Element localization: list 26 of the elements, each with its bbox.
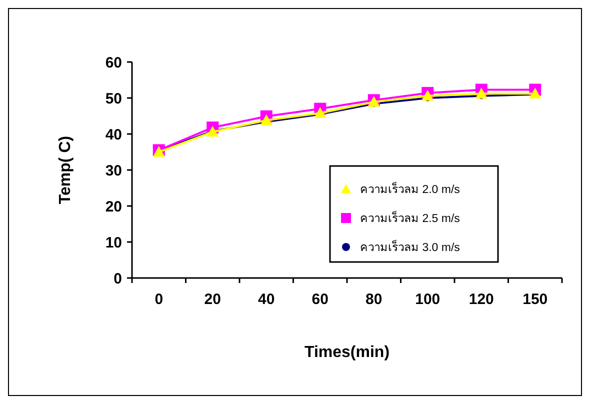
x-tick-label: 120 (468, 291, 494, 308)
x-tick-label: 20 (204, 291, 221, 308)
point (260, 114, 272, 126)
x-tick-label: 150 (522, 291, 548, 308)
y-tick-label: 10 (105, 234, 122, 252)
y-tick-label: 30 (105, 162, 122, 180)
x-tick-label: 100 (415, 291, 440, 308)
point (422, 90, 434, 101)
legend-label: ความเร็วลม 2.5 m/s (360, 210, 460, 226)
y-tick-label: 20 (105, 198, 122, 216)
point (206, 126, 219, 137)
point (475, 88, 488, 98)
x-tick-label: 60 (312, 291, 328, 308)
legend-label: ความเร็วลม 2.0 m/s (360, 181, 460, 196)
y-tick-label: 40 (105, 126, 122, 144)
x-tick-label: 0 (154, 291, 164, 308)
x-tick-label: 40 (258, 291, 275, 308)
x-tick-label: 80 (366, 291, 382, 308)
x-axis-title: Times(min) (304, 344, 390, 361)
legend-label: ความเร็วลม 3.0 m/s (360, 239, 460, 254)
y-tick-label: 50 (105, 90, 122, 108)
point (529, 88, 542, 98)
point (314, 107, 326, 118)
y-tick-label: 60 (105, 54, 122, 72)
y-tick-label: 0 (114, 270, 122, 288)
y-axis-title: Temp( C) (57, 136, 74, 204)
